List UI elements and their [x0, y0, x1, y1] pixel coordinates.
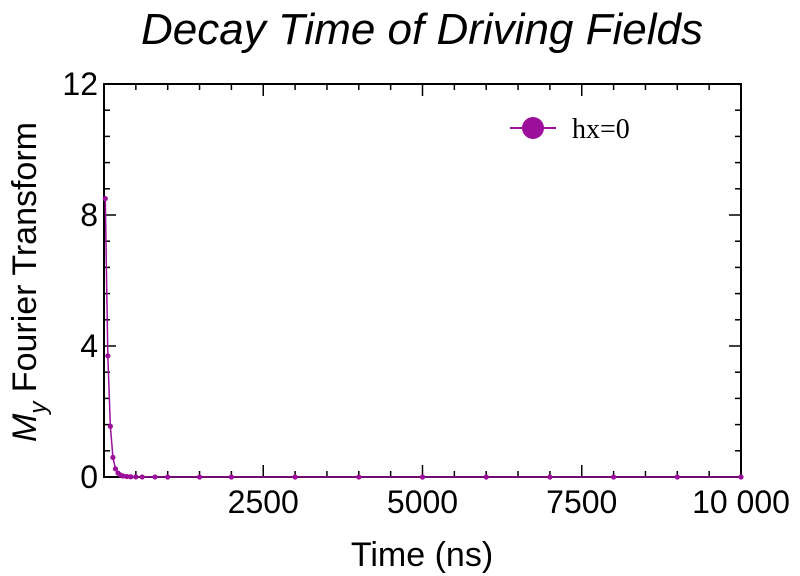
data-point	[102, 196, 108, 202]
data-point	[228, 474, 234, 480]
y-axis-label: My Fourier Transform	[6, 122, 52, 442]
series-line	[104, 198, 741, 478]
data-point	[196, 474, 203, 480]
plot-frame	[103, 83, 742, 478]
data-point	[611, 474, 617, 480]
data-point	[738, 474, 744, 480]
y-axis-label-text: Fourier Transform	[6, 122, 44, 402]
data-point	[112, 466, 119, 472]
x-tick-label: 2500	[228, 484, 299, 520]
x-axis-label: Time (ns)	[351, 536, 493, 574]
data-point	[139, 474, 145, 480]
data-point	[128, 474, 134, 480]
data-point	[292, 474, 298, 480]
legend-label: hx=0	[572, 114, 630, 145]
data-point	[105, 353, 111, 359]
y-axis-label-symbol: M	[6, 413, 44, 442]
y-tick-label: 12	[62, 66, 98, 102]
data-point	[356, 474, 362, 480]
data-point	[674, 474, 680, 480]
data-point	[133, 474, 139, 480]
data-point	[110, 454, 116, 460]
y-tick-label: 4	[80, 328, 98, 364]
y-axis-label-subscript: y	[25, 400, 52, 416]
data-point	[483, 474, 489, 480]
data-point	[152, 474, 158, 480]
x-tick-label: 10 000	[692, 484, 790, 520]
y-tick-label: 0	[80, 459, 98, 495]
x-tick-label: 7500	[546, 484, 617, 520]
legend-marker	[522, 117, 544, 139]
data-point	[120, 473, 126, 479]
data-point	[419, 474, 426, 480]
data-point	[124, 473, 130, 480]
x-tick-label: 5000	[387, 484, 458, 520]
y-tick-label: 8	[80, 197, 98, 233]
plot-area: 2500 5000 7500 10 000 0 4 8 12 hx=0	[62, 66, 790, 520]
data-point	[547, 474, 553, 480]
data-point	[165, 474, 171, 480]
chart-title: Decay Time of Driving Fields	[141, 5, 703, 54]
data-point	[107, 423, 113, 429]
